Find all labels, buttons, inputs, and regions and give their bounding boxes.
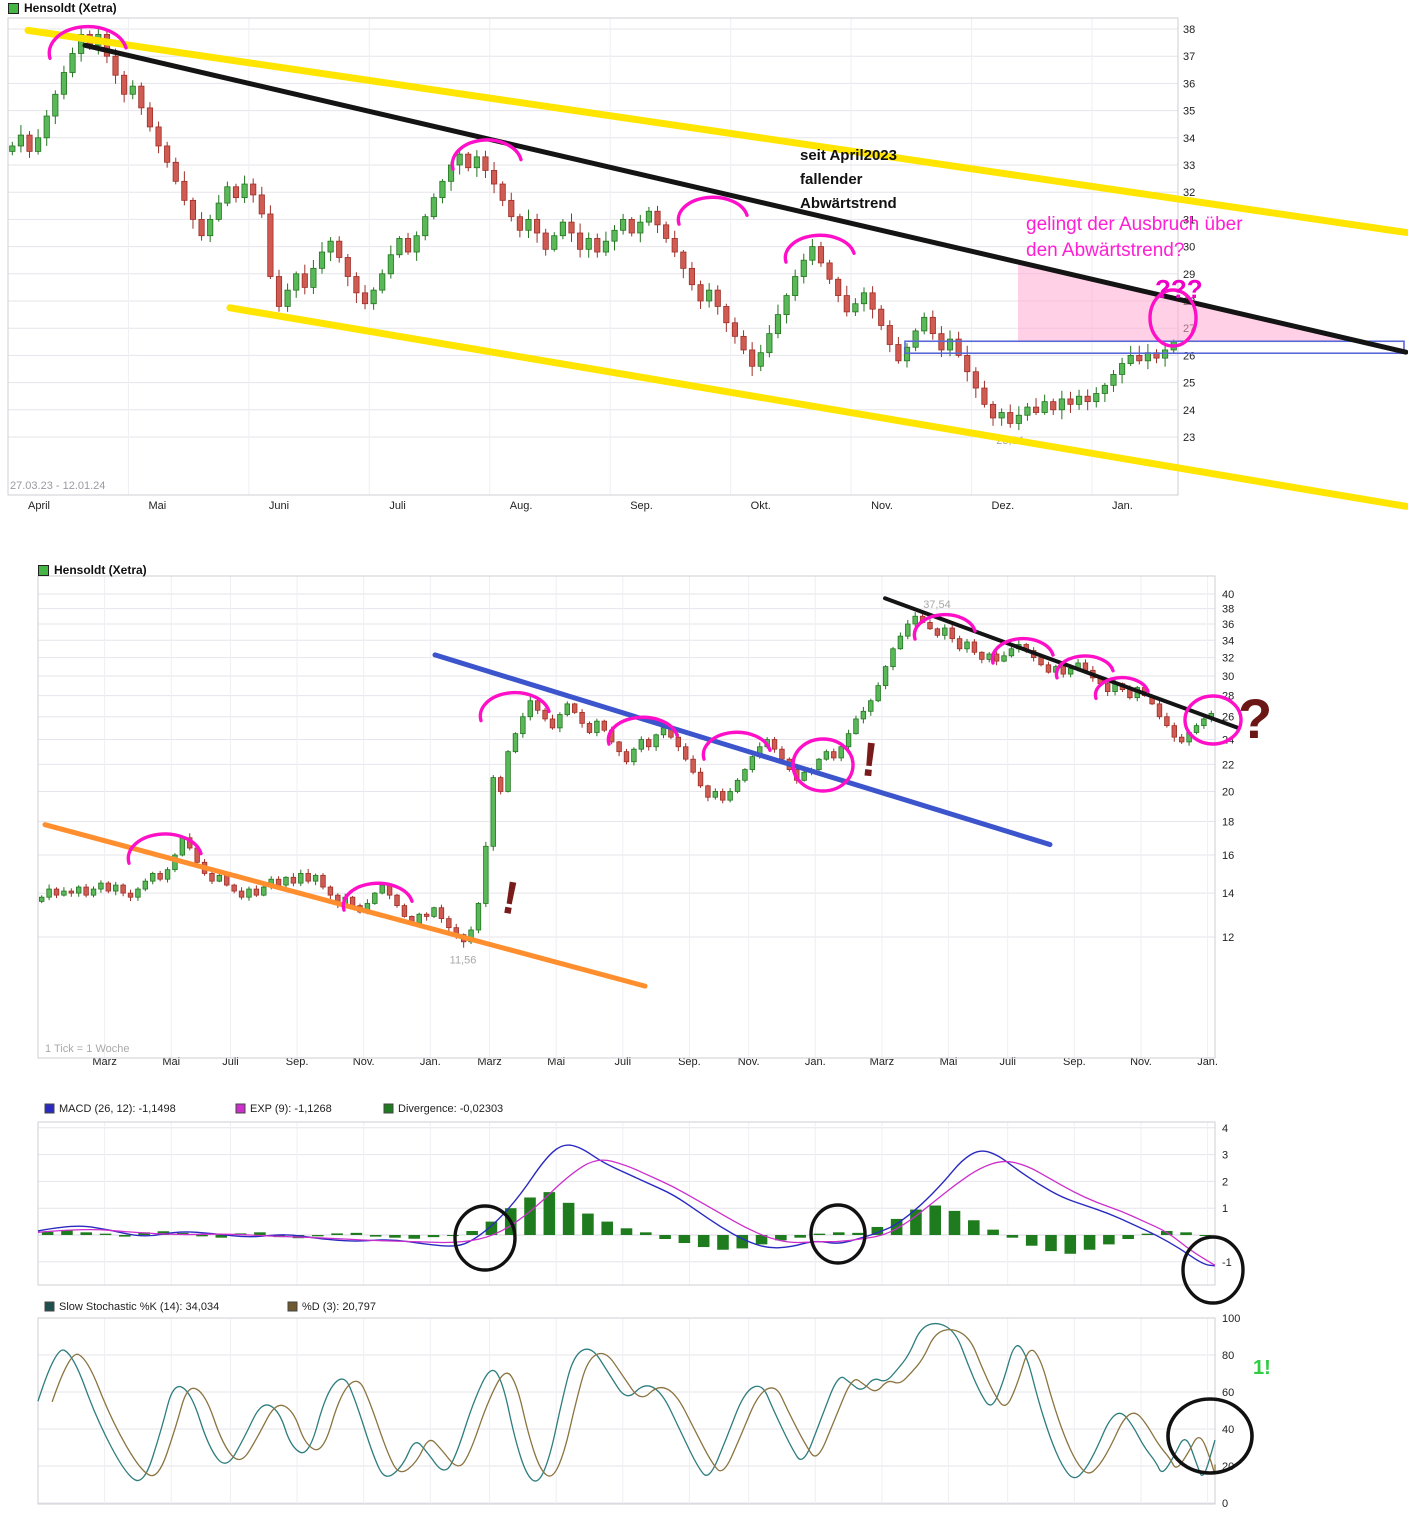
svg-text:Sep.: Sep. [1063, 1056, 1086, 1068]
svg-text:Juli: Juli [222, 1056, 239, 1068]
svg-text:!: ! [498, 871, 522, 925]
svg-text:60: 60 [1222, 1387, 1234, 1399]
svg-text:Jan.: Jan. [1112, 500, 1133, 512]
svg-text:4: 4 [1222, 1123, 1228, 1135]
svg-text:40: 40 [1222, 1424, 1234, 1436]
weekly-chart-title: Hensoldt (Xetra) [38, 563, 147, 577]
svg-text:27.03.23 - 12.01.24: 27.03.23 - 12.01.24 [10, 480, 105, 492]
svg-text:Sep.: Sep. [286, 1056, 309, 1068]
svg-text:Jan.: Jan. [805, 1056, 826, 1068]
svg-text:12: 12 [1222, 932, 1234, 944]
daily-chart-title-text: Hensoldt (Xetra) [24, 1, 117, 15]
svg-text:Okt.: Okt. [751, 500, 771, 512]
svg-text:Dez.: Dez. [992, 500, 1015, 512]
svg-text:seit April2023: seit April2023 [800, 147, 897, 164]
svg-text:?: ? [1238, 687, 1272, 750]
svg-text:11,56: 11,56 [450, 955, 477, 967]
svg-text:Juli: Juli [999, 1056, 1016, 1068]
svg-text:2: 2 [1222, 1176, 1228, 1188]
svg-text:%D (3): 20,797: %D (3): 20,797 [302, 1301, 376, 1313]
svg-text:April: April [28, 500, 50, 512]
svg-text:Nov.: Nov. [353, 1056, 375, 1068]
svg-text:18: 18 [1222, 816, 1234, 828]
svg-text:30: 30 [1183, 242, 1195, 254]
svg-text:Aug.: Aug. [510, 500, 533, 512]
svg-text:16: 16 [1222, 850, 1234, 862]
svg-text:Divergence: -0,02303: Divergence: -0,02303 [398, 1103, 503, 1115]
svg-text:Mai: Mai [547, 1056, 565, 1068]
series-marker-icon [38, 564, 49, 576]
svg-text:0: 0 [1222, 1498, 1228, 1510]
svg-text:1!: 1! [1253, 1357, 1271, 1379]
svg-text:März: März [92, 1056, 116, 1068]
series-marker-icon [8, 2, 19, 14]
svg-text:1: 1 [1222, 1203, 1228, 1215]
svg-text:20: 20 [1222, 786, 1234, 798]
svg-text:22: 22 [1222, 759, 1234, 771]
svg-text:-1: -1 [1222, 1257, 1232, 1269]
svg-text:35: 35 [1183, 106, 1195, 118]
daily-chart-title: Hensoldt (Xetra) [8, 1, 117, 15]
svg-text:25: 25 [1183, 378, 1195, 390]
svg-text:26: 26 [1222, 712, 1234, 724]
svg-text:Mai: Mai [162, 1056, 180, 1068]
svg-text:38: 38 [1222, 604, 1234, 616]
svg-text:37,54: 37,54 [923, 599, 951, 611]
svg-text:???: ??? [1155, 274, 1203, 304]
svg-text:fallender: fallender [800, 171, 863, 188]
svg-text:März: März [477, 1056, 501, 1068]
svg-text:EXP (9): -1,1268: EXP (9): -1,1268 [250, 1103, 332, 1115]
svg-text:23: 23 [1183, 432, 1195, 444]
svg-text:24: 24 [1183, 405, 1195, 417]
svg-text:80: 80 [1222, 1350, 1234, 1362]
svg-text:Jan.: Jan. [420, 1056, 441, 1068]
svg-text:36: 36 [1183, 78, 1195, 90]
svg-text:34: 34 [1183, 133, 1195, 145]
svg-text:37: 37 [1183, 51, 1195, 63]
svg-text:34: 34 [1222, 635, 1234, 647]
svg-text:Sep.: Sep. [678, 1056, 701, 1068]
svg-text:30: 30 [1222, 671, 1234, 683]
svg-text:32: 32 [1183, 187, 1195, 199]
svg-text:März: März [870, 1056, 894, 1068]
svg-text:Nov.: Nov. [738, 1056, 760, 1068]
svg-text:Mai: Mai [148, 500, 166, 512]
svg-text:31: 31 [1183, 214, 1195, 226]
svg-text:Juni: Juni [269, 500, 289, 512]
svg-text:Jan.: Jan. [1197, 1056, 1218, 1068]
svg-text:Sep.: Sep. [630, 500, 653, 512]
svg-text:Abwärtstrend: Abwärtstrend [800, 195, 897, 212]
svg-text:33: 33 [1183, 160, 1195, 172]
macd-indicator-chart: 4 3 2 1 -1 MACD (26, 12): -1,1498 EXP (9): -1,… [37, 1103, 1245, 1305]
svg-text:29: 29 [1183, 269, 1195, 281]
svg-text:40: 40 [1222, 589, 1234, 601]
svg-text:32: 32 [1222, 653, 1234, 665]
daily-candlestick-chart: 38373635343332313029282726252423AprilMai… [7, 17, 1408, 512]
svg-text:100: 100 [1222, 1313, 1240, 1325]
svg-text:3: 3 [1222, 1150, 1228, 1162]
svg-text:Nov.: Nov. [871, 500, 893, 512]
svg-text:14: 14 [1222, 888, 1234, 900]
svg-text:MACD (26, 12): -1,1498: MACD (26, 12): -1,1498 [59, 1103, 176, 1115]
svg-text:26: 26 [1183, 350, 1195, 362]
svg-text:gelingt der Ausbruch über: gelingt der Ausbruch über [1026, 214, 1243, 235]
svg-text:den Abwärtstrend?: den Abwärtstrend? [1026, 240, 1184, 261]
svg-text:!: ! [859, 733, 880, 787]
svg-text:Mai: Mai [940, 1056, 958, 1068]
svg-text:1 Tick = 1 Woche: 1 Tick = 1 Woche [45, 1043, 129, 1055]
weekly-chart-title-text: Hensoldt (Xetra) [54, 563, 147, 577]
svg-text:Juli: Juli [389, 500, 406, 512]
svg-text:Juli: Juli [615, 1056, 632, 1068]
svg-text:Slow Stochastic %K (14): 34,03: Slow Stochastic %K (14): 34,034 [59, 1301, 219, 1313]
svg-text:38: 38 [1183, 24, 1195, 36]
svg-text:Nov.: Nov. [1130, 1056, 1152, 1068]
svg-text:36: 36 [1222, 619, 1234, 631]
